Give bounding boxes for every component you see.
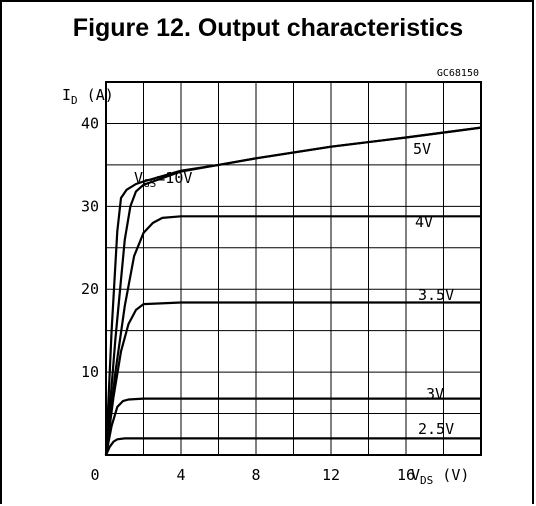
x-tick-label: 8 xyxy=(251,466,260,484)
series-label-4V: 4V xyxy=(415,213,433,231)
x-tick-label: 16 xyxy=(397,466,415,484)
y-tick-label: 20 xyxy=(81,280,99,298)
series-curve-3V xyxy=(104,397,481,456)
series-label-2-5V: 2.5V xyxy=(418,420,454,438)
x-tick-label: 12 xyxy=(322,466,340,484)
grid xyxy=(106,82,481,455)
series-curve-2-5V xyxy=(104,437,481,456)
x-tick-label: 0 xyxy=(90,466,99,484)
y-tick-label: 30 xyxy=(81,197,99,215)
series-label-5V: 5V xyxy=(413,140,431,158)
x-tick-label: 4 xyxy=(176,466,185,484)
chart-labels: GC68150 0 4 8 12 16 10 20 30 40 ID (A) VDS (V) VGS=1… xyxy=(62,68,479,487)
series-label-10V: VGS=10V xyxy=(134,169,192,190)
series-label-3-5V: 3.5V xyxy=(418,286,454,304)
series-label-3V: 3V xyxy=(426,385,444,403)
series-curves xyxy=(104,126,482,456)
series-curve-5V xyxy=(104,126,482,456)
figure-code: GC68150 xyxy=(437,68,479,79)
y-tick-label: 10 xyxy=(81,363,99,381)
y-tick-label: 40 xyxy=(81,114,99,132)
series-curve-3-5V xyxy=(104,301,481,456)
plot-area xyxy=(105,81,482,456)
series-curve-4V xyxy=(104,215,481,456)
figure-title: Figure 12. Output characteristics xyxy=(72,14,464,42)
y-axis-label: ID (A) xyxy=(62,86,114,107)
x-axis-label: VDS (V) xyxy=(411,466,469,487)
